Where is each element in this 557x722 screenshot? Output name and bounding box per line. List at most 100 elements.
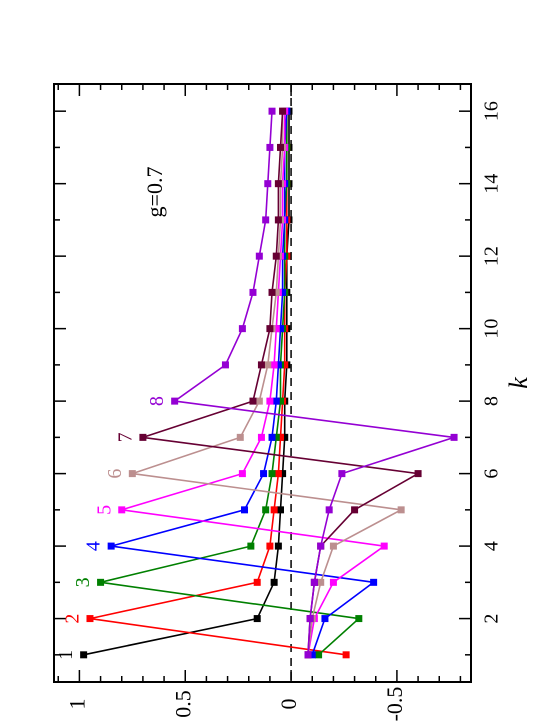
data-point — [304, 651, 312, 659]
data-point — [249, 397, 257, 405]
x-tick-label: 14 — [481, 174, 503, 194]
data-point — [253, 578, 261, 586]
data-point — [264, 180, 272, 188]
series-line — [172, 111, 455, 655]
data-point — [171, 397, 179, 405]
series-labels: 1 2 3 4 5 6 7 8 — [55, 396, 168, 660]
data-point — [274, 216, 282, 224]
data-point — [255, 397, 263, 405]
data-point — [238, 470, 246, 478]
data-point — [221, 361, 229, 369]
data-point — [107, 542, 115, 550]
data-point — [253, 615, 261, 623]
data-point — [241, 506, 249, 514]
data-point — [276, 433, 284, 441]
data-point — [274, 542, 282, 550]
data-point — [268, 470, 276, 478]
data-point — [272, 433, 280, 441]
data-point — [317, 578, 325, 586]
x-tick-label: 4 — [481, 541, 503, 551]
annotation-label: g=0.7 — [142, 167, 167, 218]
series-layer — [80, 107, 458, 659]
x-tick-label: 16 — [481, 101, 503, 121]
data-point — [272, 288, 280, 296]
data-point — [414, 470, 422, 478]
data-point — [450, 433, 458, 441]
series-line — [100, 111, 361, 656]
data-point — [97, 578, 105, 586]
data-point — [257, 433, 265, 441]
data-point — [338, 470, 346, 478]
series-line — [132, 111, 404, 655]
y-tick-label: -0.5 — [382, 687, 407, 722]
data-point — [276, 143, 284, 151]
data-point — [249, 288, 257, 296]
data-point — [270, 578, 278, 586]
data-point — [128, 470, 136, 478]
series-1 — [80, 107, 293, 659]
series-label: 4 — [83, 541, 105, 551]
data-point — [266, 542, 274, 550]
data-point — [274, 470, 282, 478]
data-point — [260, 470, 268, 478]
data-point — [264, 361, 272, 369]
series-label: 2 — [62, 614, 84, 624]
data-point — [321, 615, 329, 623]
data-point — [268, 288, 276, 296]
data-point — [118, 506, 126, 514]
data-point — [238, 325, 246, 333]
series-8 — [171, 107, 458, 659]
data-point — [276, 506, 284, 514]
data-point — [329, 542, 337, 550]
data-point — [276, 325, 284, 333]
data-point — [310, 578, 318, 586]
y-tick-label: 0 — [276, 699, 301, 710]
tick-labels: 2 4 6 8 10 12 14 16 1 0.5 0 -0.5 — [64, 101, 502, 721]
data-point — [276, 397, 284, 405]
series-line — [83, 111, 290, 656]
series-label: 3 — [72, 577, 94, 587]
data-point — [86, 615, 94, 623]
x-tick-label: 6 — [481, 469, 503, 479]
x-tick-label: 8 — [481, 396, 503, 406]
data-point — [270, 361, 278, 369]
data-point — [281, 361, 289, 369]
data-point — [262, 506, 270, 514]
series-line — [121, 111, 387, 655]
data-point — [329, 578, 337, 586]
series-label: 8 — [146, 396, 168, 406]
data-point — [272, 397, 280, 405]
data-point — [279, 288, 287, 296]
data-point — [355, 615, 363, 623]
axis-ticks — [54, 84, 471, 682]
data-point — [274, 180, 282, 188]
data-point — [266, 143, 274, 151]
data-point — [266, 397, 274, 405]
data-point — [236, 433, 244, 441]
data-point — [380, 542, 388, 550]
x-tick-label: 2 — [481, 614, 503, 624]
data-point — [279, 470, 287, 478]
x-tick-label: 10 — [481, 319, 503, 339]
data-point — [279, 107, 287, 115]
data-point — [351, 506, 359, 514]
data-point — [268, 433, 276, 441]
y-tick-label: 0.5 — [170, 690, 195, 718]
x-tick-label: 12 — [481, 246, 503, 266]
data-point — [270, 506, 278, 514]
data-point — [306, 615, 314, 623]
y-tick-label: 1 — [64, 699, 89, 710]
data-point — [257, 361, 265, 369]
data-point — [308, 651, 316, 659]
data-point — [255, 252, 263, 260]
data-point — [274, 361, 282, 369]
data-point — [266, 325, 274, 333]
data-point — [262, 216, 270, 224]
data-point — [315, 651, 323, 659]
x-axis-label: k — [504, 377, 533, 389]
series-line — [89, 111, 347, 656]
data-point — [317, 542, 325, 550]
series-line — [110, 111, 376, 656]
data-point — [272, 252, 280, 260]
